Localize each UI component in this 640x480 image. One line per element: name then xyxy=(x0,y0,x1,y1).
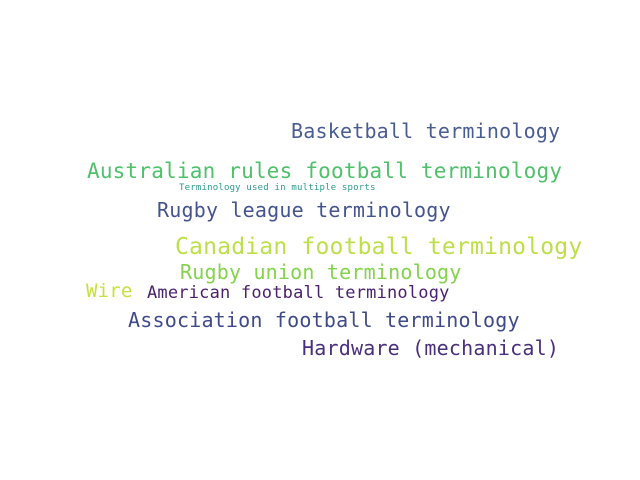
word-terminology-used-in-multiple-sports: Terminology used in multiple sports xyxy=(179,183,376,193)
word-rugby-union-terminology: Rugby union terminology xyxy=(180,260,462,284)
word-rugby-league-terminology: Rugby league terminology xyxy=(157,198,451,222)
word-wire: Wire xyxy=(86,280,133,302)
word-australian-rules-football-terminology: Australian rules football terminology xyxy=(87,159,563,183)
word-association-football-terminology: Association football terminology xyxy=(128,308,520,332)
word-canadian-football-terminology: Canadian football terminology xyxy=(175,234,583,260)
word-hardware-mechanical: Hardware (mechanical) xyxy=(302,336,560,360)
word-basketball-terminology: Basketball terminology xyxy=(291,119,561,143)
word-american-football-terminology: American football terminology xyxy=(147,283,450,303)
